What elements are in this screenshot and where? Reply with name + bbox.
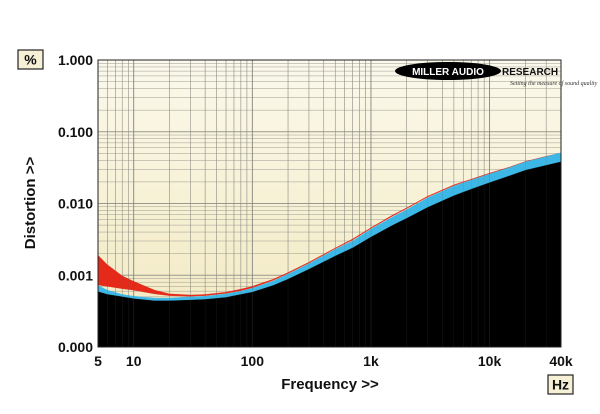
series-areas	[97, 60, 562, 348]
plot-frame	[97, 59, 562, 348]
x-tick-label: 10k	[478, 353, 502, 369]
miller-audio-research-logo: MILLER AUDIO RESEARCH Setting the measur…	[395, 62, 598, 87]
y-tick-labels: 0.000 0.001 0.010 0.100 1.000	[58, 52, 93, 355]
x-tick-label: 5	[94, 353, 102, 369]
x-tick-label: 10	[126, 353, 142, 369]
logo-brand-left: MILLER AUDIO	[412, 67, 484, 78]
y-tick-label: 0.010	[58, 196, 93, 212]
y-tick-label: 0.001	[58, 267, 93, 283]
y-unit-label: %	[24, 52, 37, 68]
series-band-3	[97, 161, 562, 348]
x-tick-label: 1k	[363, 353, 379, 369]
x-tick-label: 40k	[549, 353, 573, 369]
x-tick-labels: 5 10 100 1k 10k 40k	[94, 353, 573, 369]
y-tick-label: 0.100	[58, 124, 93, 140]
y-axis-title: Distortion >>	[22, 157, 39, 250]
x-axis-title: Frequency >>	[281, 376, 379, 393]
logo-brand-right: RESEARCH	[502, 67, 558, 78]
y-tick-label: 0.000	[58, 339, 93, 355]
x-unit-label: Hz	[552, 377, 569, 393]
x-unit-box: Hz	[547, 374, 574, 395]
y-tick-label: 1.000	[58, 52, 93, 68]
logo-tagline: Setting the measure of sound quality	[510, 80, 598, 87]
y-unit-box: %	[17, 49, 44, 70]
x-tick-label: 100	[241, 353, 265, 369]
